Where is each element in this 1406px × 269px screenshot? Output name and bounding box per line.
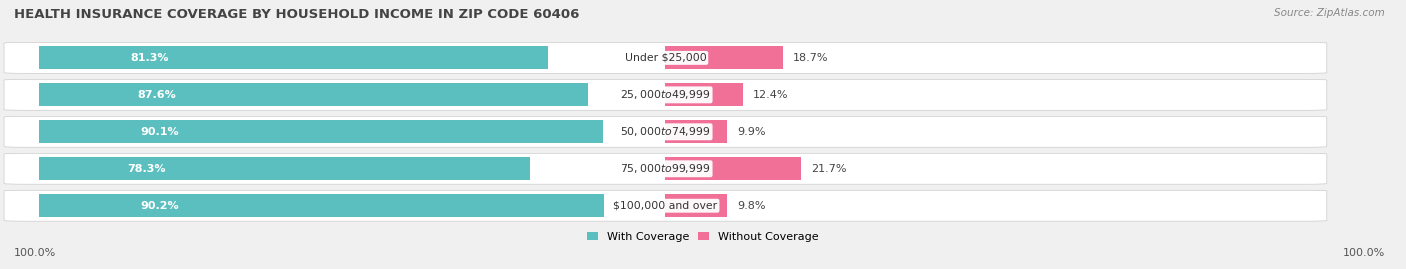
Text: HEALTH INSURANCE COVERAGE BY HOUSEHOLD INCOME IN ZIP CODE 60406: HEALTH INSURANCE COVERAGE BY HOUSEHOLD I… <box>14 8 579 21</box>
Text: $100,000 and over: $100,000 and over <box>613 201 717 211</box>
Bar <box>39 83 588 106</box>
Legend: With Coverage, Without Coverage: With Coverage, Without Coverage <box>582 227 824 246</box>
Text: 18.7%: 18.7% <box>793 53 828 63</box>
Text: 81.3%: 81.3% <box>131 53 169 63</box>
Bar <box>665 120 727 143</box>
Text: 9.8%: 9.8% <box>737 201 765 211</box>
Text: 90.1%: 90.1% <box>141 127 180 137</box>
Bar <box>39 47 548 69</box>
Text: 12.4%: 12.4% <box>754 90 789 100</box>
Text: 21.7%: 21.7% <box>811 164 846 174</box>
Bar <box>39 194 605 217</box>
Text: $50,000 to $74,999: $50,000 to $74,999 <box>620 125 710 138</box>
Text: 87.6%: 87.6% <box>138 90 177 100</box>
Text: 78.3%: 78.3% <box>128 164 166 174</box>
Bar <box>665 194 727 217</box>
FancyBboxPatch shape <box>4 153 1327 184</box>
Text: 100.0%: 100.0% <box>14 248 56 258</box>
FancyBboxPatch shape <box>4 116 1327 147</box>
Text: Under $25,000: Under $25,000 <box>624 53 706 63</box>
Text: 9.9%: 9.9% <box>738 127 766 137</box>
Text: $25,000 to $49,999: $25,000 to $49,999 <box>620 88 710 101</box>
FancyBboxPatch shape <box>4 43 1327 73</box>
Bar <box>39 120 603 143</box>
FancyBboxPatch shape <box>4 190 1327 221</box>
Bar <box>665 47 783 69</box>
Text: Source: ZipAtlas.com: Source: ZipAtlas.com <box>1274 8 1385 18</box>
FancyBboxPatch shape <box>4 79 1327 110</box>
Bar <box>665 157 801 180</box>
Text: $75,000 to $99,999: $75,000 to $99,999 <box>620 162 710 175</box>
Text: 90.2%: 90.2% <box>141 201 180 211</box>
Bar <box>665 83 744 106</box>
Bar <box>39 157 530 180</box>
Text: 100.0%: 100.0% <box>1343 248 1385 258</box>
